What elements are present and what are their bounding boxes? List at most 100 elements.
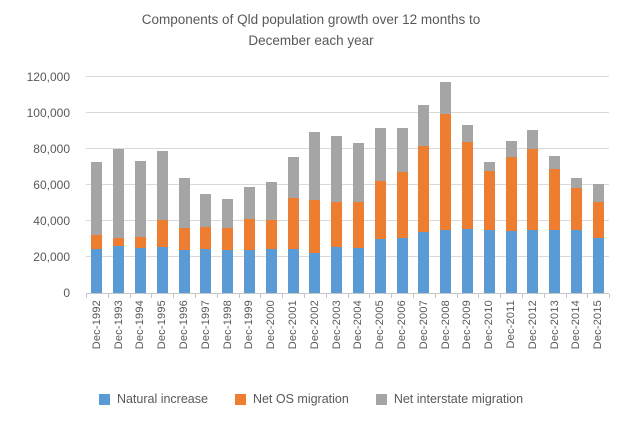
- bar-segment-net-interstate-migration-Dec-1992: [91, 162, 103, 235]
- y-axis: 0 20,000 40,000 60,000 80,000 100,000 120,000: [0, 70, 78, 300]
- bar-segment-net-interstate-migration-Dec-1993: [113, 149, 125, 238]
- bar-Dec-2013: [544, 77, 566, 293]
- bar-Dec-2005: [369, 77, 391, 293]
- x-tick: [194, 294, 217, 298]
- bar-segment-net-os-migration-Dec-1994: [134, 237, 146, 248]
- gridline-20000: [86, 256, 609, 257]
- bar-segment-net-os-migration-Dec-1993: [113, 238, 125, 246]
- bar-segment-net-os-migration-Dec-2014: [570, 188, 582, 230]
- bar-Dec-2010: [478, 77, 500, 293]
- x-tick-label: Dec-2002: [308, 300, 321, 350]
- bar-segment-net-interstate-migration-Dec-2014: [570, 178, 582, 188]
- x-label-cell: Dec-2015: [587, 300, 609, 382]
- x-label-cell: Dec-2003: [326, 300, 348, 382]
- bar-segment-net-interstate-migration-Dec-2011: [505, 141, 517, 157]
- x-tick: [86, 294, 108, 298]
- bars-layer: [86, 77, 609, 293]
- x-label-cell: Dec-2012: [522, 300, 544, 382]
- bar-segment-natural-increase-Dec-1996: [178, 250, 190, 293]
- x-tick: [369, 294, 391, 298]
- bar-segment-net-os-migration-Dec-1996: [178, 228, 190, 250]
- x-axis: Dec-1992 Dec-1993 Dec-1994 Dec-1995 Dec-1996…: [86, 300, 609, 382]
- x-tick: [151, 294, 173, 298]
- bar-segment-net-interstate-migration-Dec-2003: [331, 136, 343, 202]
- bar-segment-net-interstate-migration-Dec-2007: [418, 105, 430, 146]
- gridline-100000: [86, 112, 609, 113]
- x-tick-label: Dec-2007: [417, 300, 430, 350]
- bar-segment-natural-increase-Dec-2002: [309, 253, 321, 293]
- bar-segment-natural-increase-Dec-2008: [440, 230, 452, 293]
- bar-segment-net-interstate-migration-Dec-2006: [396, 128, 408, 172]
- x-tick-label: Dec-2004: [352, 300, 365, 350]
- bar-Dec-2001: [282, 77, 304, 293]
- chart-title-line2: December each year: [248, 33, 374, 48]
- bar-Dec-2003: [326, 77, 348, 293]
- bar-Dec-1994: [130, 77, 152, 293]
- bar-segment-net-os-migration-Dec-1999: [243, 219, 255, 250]
- x-tick: [325, 294, 348, 298]
- bar-segment-net-interstate-migration-Dec-2008: [440, 82, 452, 114]
- legend-item-natural-increase: Natural increase: [98, 392, 208, 406]
- bar-segment-natural-increase-Dec-2013: [549, 230, 561, 293]
- bar-segment-net-interstate-migration-Dec-2001: [287, 157, 299, 198]
- x-tick: [521, 294, 544, 298]
- bar-Dec-1999: [239, 77, 261, 293]
- bar-segment-natural-increase-Dec-2010: [483, 230, 495, 293]
- x-tick-label: Dec-2010: [483, 300, 496, 350]
- x-tick-label: Dec-1995: [156, 300, 169, 350]
- bar-segment-natural-increase-Dec-2015: [592, 238, 604, 293]
- bar-segment-natural-increase-Dec-2006: [396, 238, 408, 293]
- x-tick: [434, 294, 457, 298]
- bar-segment-net-os-migration-Dec-2003: [331, 202, 343, 247]
- x-tick-label: Dec-2012: [526, 300, 539, 350]
- bar-segment-net-os-migration-Dec-2001: [287, 198, 299, 249]
- bar-Dec-1995: [151, 77, 173, 293]
- y-tick-label: 20,000: [33, 250, 70, 264]
- legend-swatch-icon: [375, 393, 387, 405]
- y-tick-label: 0: [63, 286, 70, 300]
- y-tick-label: 40,000: [33, 214, 70, 228]
- x-tick: [173, 294, 195, 298]
- bar-segment-net-interstate-migration-Dec-2000: [265, 182, 277, 220]
- x-label-cell: Dec-2014: [566, 300, 588, 382]
- bar-segment-net-os-migration-Dec-2007: [418, 146, 430, 232]
- bar-segment-net-interstate-migration-Dec-1994: [134, 161, 146, 237]
- bar-segment-net-os-migration-Dec-1992: [91, 235, 103, 249]
- bar-segment-net-interstate-migration-Dec-2009: [461, 125, 473, 142]
- bar-Dec-1993: [108, 77, 130, 293]
- x-label-cell: Dec-1994: [130, 300, 152, 382]
- bar-Dec-1992: [86, 77, 108, 293]
- bar-segment-natural-increase-Dec-1995: [156, 247, 168, 293]
- bar-segment-natural-increase-Dec-2004: [352, 248, 364, 293]
- bar-segment-net-interstate-migration-Dec-2005: [374, 128, 386, 181]
- bar-segment-natural-increase-Dec-2000: [265, 249, 277, 293]
- x-tick-label: Dec-1994: [134, 300, 147, 350]
- x-tick-label: Dec-2003: [330, 300, 343, 350]
- x-label-cell: Dec-1999: [239, 300, 261, 382]
- bar-segment-net-os-migration-Dec-2004: [352, 202, 364, 248]
- gridline-40000: [86, 220, 609, 221]
- bar-segment-net-interstate-migration-Dec-2010: [483, 162, 495, 171]
- x-tick-label: Dec-2001: [287, 300, 300, 350]
- x-label-cell: Dec-2010: [478, 300, 500, 382]
- x-tick-label: Dec-2000: [265, 300, 278, 350]
- legend-label: Net OS migration: [252, 392, 349, 406]
- x-tick-label: Dec-2013: [548, 300, 561, 350]
- y-tick-label: 120,000: [26, 70, 70, 84]
- bar-segment-natural-increase-Dec-2001: [287, 249, 299, 293]
- legend-item-net-os-migration: Net OS migration: [234, 392, 349, 406]
- x-tick-label: Dec-2005: [374, 300, 387, 350]
- bar-segment-net-os-migration-Dec-2010: [483, 171, 495, 230]
- y-tick-label: 60,000: [33, 178, 70, 192]
- x-label-cell: Dec-2001: [282, 300, 304, 382]
- gridline-80000: [86, 148, 609, 149]
- bar-segment-net-os-migration-Dec-1995: [156, 220, 168, 247]
- bar-segment-net-interstate-migration-Dec-2004: [352, 143, 364, 202]
- x-label-cell: Dec-1998: [217, 300, 239, 382]
- bar-Dec-2006: [391, 77, 413, 293]
- bar-segment-net-interstate-migration-Dec-2013: [549, 156, 561, 169]
- bar-segment-natural-increase-Dec-1994: [134, 248, 146, 293]
- x-tick: [347, 294, 370, 298]
- legend: Natural increase Net OS migration Net inte…: [0, 392, 622, 406]
- bar-segment-net-os-migration-Dec-1998: [222, 228, 234, 250]
